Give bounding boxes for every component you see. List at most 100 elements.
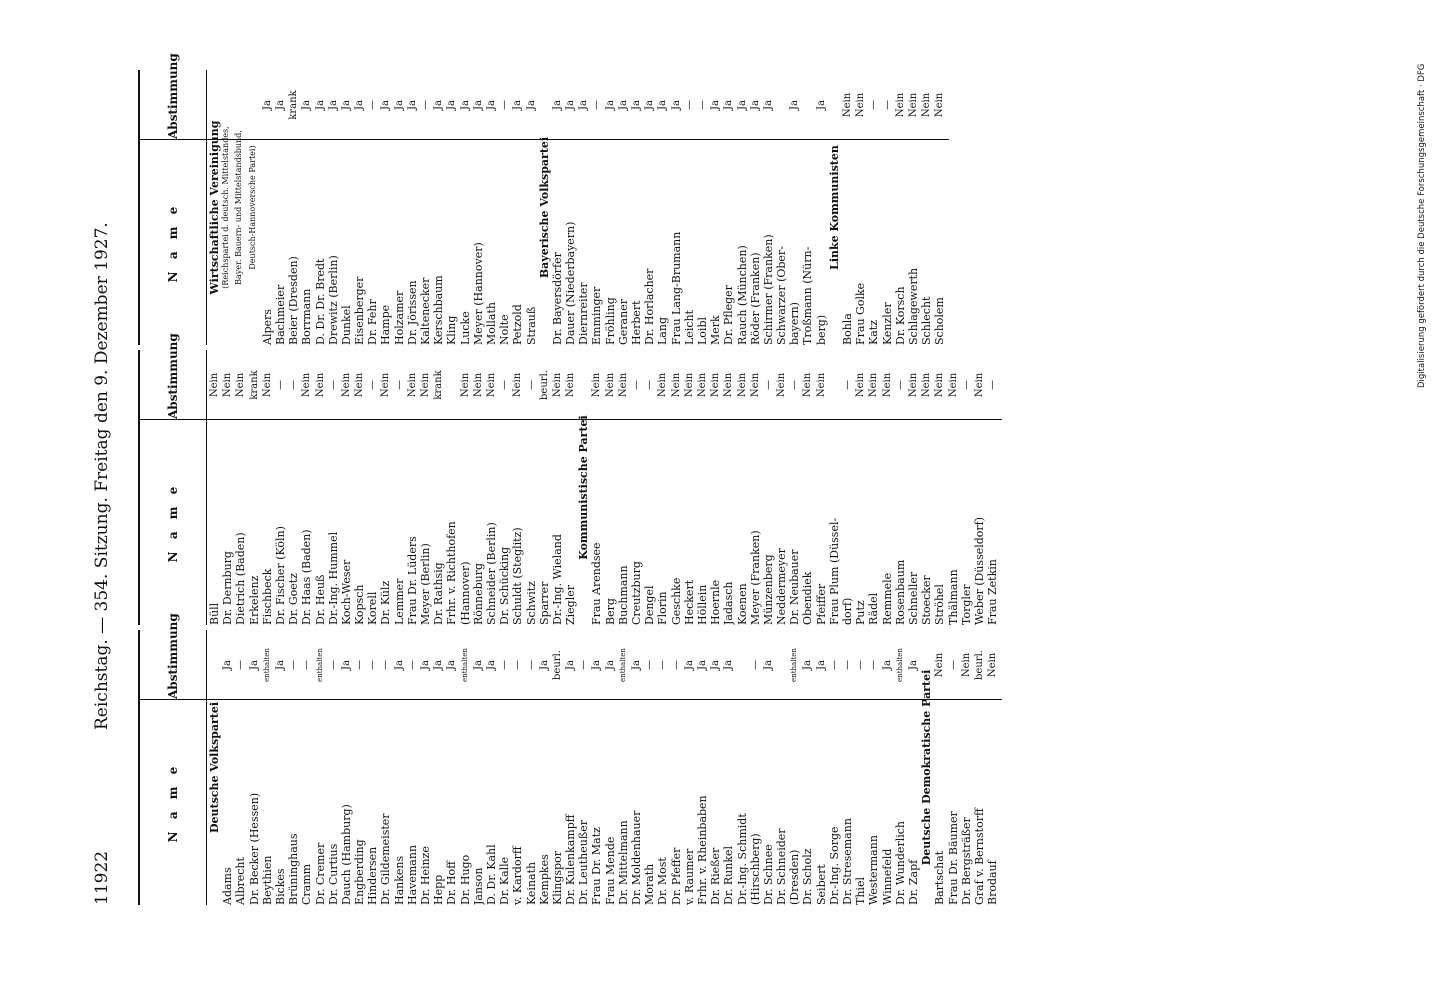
member-name: Pfeiffer [814,583,828,625]
vote-value: enthalten [895,648,904,682]
vote-value: enthalten [262,648,271,682]
party-heading: Linke Kommunisten [828,70,841,345]
vote-value: Nein [934,92,946,118]
vote-value: Ja [340,660,352,670]
member-row: Dr. Korsch Nein [894,70,907,345]
member-name: Dr. Wunderlich [893,821,907,905]
member-row: Dr. Fehr — [366,70,379,345]
member-row: Dr. Dernburg Nein [221,350,234,625]
vote-value: enthalten [618,648,627,682]
member-name: Beythien [260,855,274,905]
member-row: Katz — [867,70,880,345]
member-name: Lemmer [392,578,406,625]
party-heading: Deutsche Volkspartei [208,630,221,905]
member-name: Sparrer [537,581,551,625]
vote-value: — [762,380,774,390]
vote-value: Nein [670,372,682,398]
party-note: Deutsch-Hannoversche Partei) [248,70,261,345]
vote-value: Nein [907,92,919,118]
vote-value: Ja [446,660,458,670]
member-row: Dr. Zapf Ja [907,630,920,905]
vote-value: Nein [604,372,616,398]
member-name: Dr. Kalle [498,856,512,905]
member-name: Dr.-Ing. Hummel [326,531,340,625]
vote-value: Nein [736,372,748,398]
vote-value: — [393,380,405,390]
member-row: Kempkes Ja [538,630,551,905]
member-name: Kaltenecker [419,277,432,345]
member-row: Geraner Ja [617,70,630,345]
column-divider [204,699,1002,700]
member-name: Hoernle [709,579,723,625]
member-name: Dr. Korsch [893,286,907,345]
member-row: Heckert Nein [683,350,696,625]
header-vote: Abstimmung [140,333,206,420]
member-name: Torgler [959,584,973,625]
member-row: Lang Ja [656,70,669,345]
member-row: Ströhel Nein [933,350,946,625]
member-row: Dr. Gildemeister — [379,630,392,905]
member-name: Dr. Rathsig [432,562,446,625]
member-row: Dr. Horlacher Ja [643,70,656,345]
party-name: Deutsche Demokratische Partei [920,669,934,866]
member-name: Dr. Runkel [722,845,736,905]
member-row: Dr. Bergsträßer Nein [960,630,973,905]
vote-value: Ja [446,100,458,110]
vote-value: Nein [222,372,234,398]
member-name: Albrecht [234,857,248,905]
vote-value: Nein [406,372,418,398]
member-row: Dr. Külz Nein [379,350,392,625]
member-row: Petzold Ja [511,70,524,345]
member-row: Bickes Ja [274,630,287,905]
vote-value: Ja [472,100,484,110]
vote-value: — [842,380,853,390]
member-name: Dr. Haas (Baden) [300,529,314,625]
member-name: Frau Lang-Brumann [669,231,683,345]
vote-value: — [631,380,642,390]
vote-value: Nein [683,372,695,398]
member-row: Schwitz — [525,350,538,625]
vote-value: — [525,380,537,390]
vote-value: Ja [565,660,577,670]
member-name: Westermann [867,835,881,905]
member-row: Dr. Rießer Ja [709,630,722,905]
vote-value: Ja [393,100,405,110]
vote-value: Nein [380,372,392,398]
vote-value: Nein [894,92,906,118]
member-row: Meyer (Hannover) Ja [472,70,485,345]
vote-value: Nein [802,372,814,398]
member-name: Schlecht [920,296,934,345]
vote-value: enthalten [790,648,799,682]
member-row: Beythien enthalten [261,630,274,905]
member-name: Dr. Moldenhauer [630,810,643,905]
member-row: Korell — [366,350,379,625]
vote-value: Nein [354,372,366,398]
member-row: Hepp Ja [432,630,445,905]
member-row: Seibert Ja [815,630,828,905]
member-name: Lucke [458,311,472,345]
member-name: Weber (Düsseldorf) [972,516,986,625]
member-row: Geschke Nein [670,350,683,625]
party-note-text: Bayer. Bauern- und Mittelstandsbund, [234,130,244,285]
vote-value: Ja [591,660,603,670]
member-name: Korell [366,591,380,625]
member-name: Loibl [695,316,709,345]
vote-value: Nein [987,652,999,678]
member-row: Bartschat Nein [933,630,946,905]
member-name: Herbert [630,300,643,345]
member-name: Geschke [669,577,683,625]
member-row: Schuldt (Steglitz) Nein [511,350,524,625]
member-name: Dr. Fischer (Köln) [273,526,287,625]
member-row: v. Kardorff — [511,630,524,905]
member-name: Dengel [643,585,657,625]
member-name: Remmele [880,572,894,625]
member-row: (Hirschberg) — [749,630,762,905]
member-row: Troßmann (Nürn- [801,70,814,345]
vote-value: Nein [710,372,722,398]
member-row: Frau Plum (Düssel- [828,350,841,625]
member-row: Dr. Mittelmann enthalten [617,630,630,905]
member-name: Holzamer [392,290,406,345]
member-row: D. Dr. Dr. Bredt Ja [314,70,327,345]
vote-value: Ja [433,660,445,670]
member-name: Dr. Bergsträßer [959,817,973,905]
